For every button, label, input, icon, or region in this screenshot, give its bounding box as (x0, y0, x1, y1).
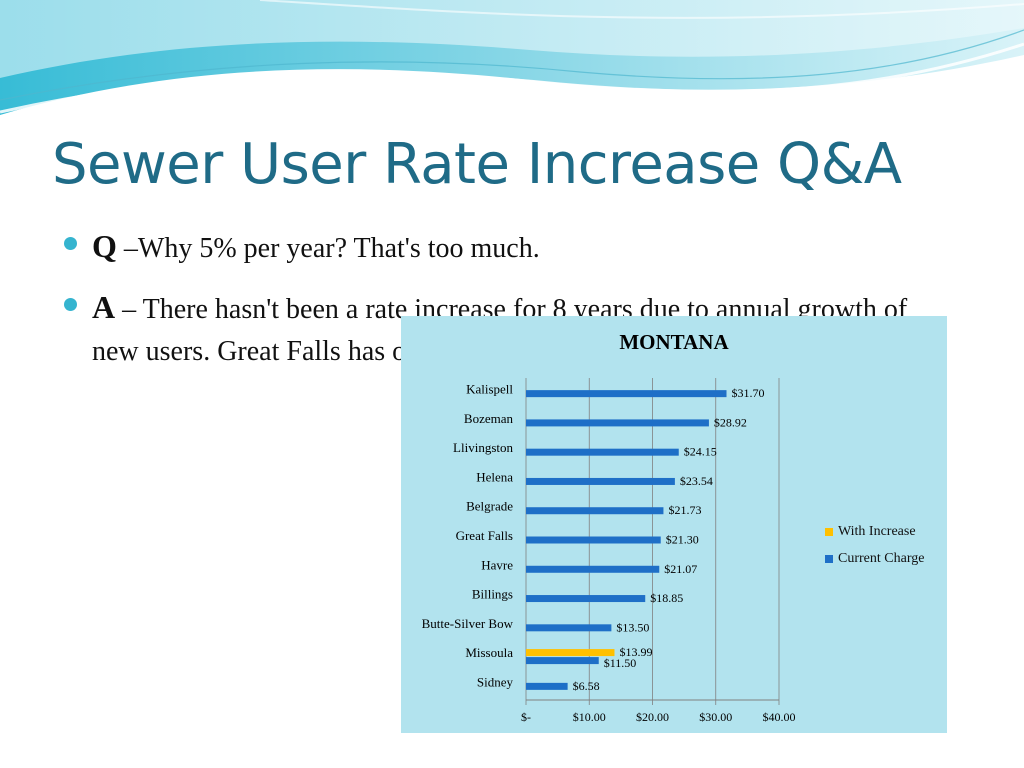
legend-label-current-charge: Current Charge (838, 551, 925, 566)
bar-current-charge-helena (526, 477, 675, 485)
data-label-current-charge-great-falls: $21.30 (666, 533, 699, 547)
x-tick-label: $40.00 (763, 710, 796, 724)
x-tick-label: $10.00 (573, 710, 606, 724)
category-label-llivingston: Llivingston (453, 440, 513, 455)
category-label-helena: Helena (476, 469, 513, 484)
legend-label-with-increase: With Increase (838, 524, 916, 539)
bar-current-charge-missoula (526, 657, 599, 665)
category-label-great-falls: Great Falls (456, 528, 513, 543)
bar-with-increase-missoula (526, 649, 615, 657)
category-label-sidney: Sidney (477, 674, 514, 689)
question-text: –Why 5% per year? That's too much. (116, 233, 540, 264)
x-tick-label: $20.00 (636, 710, 669, 724)
category-label-belgrade: Belgrade (466, 499, 513, 514)
category-label-bozeman: Bozeman (464, 411, 514, 426)
x-tick-label: $- (521, 710, 531, 724)
bar-current-charge-bozeman (526, 419, 709, 427)
data-label-current-charge-havre: $21.07 (664, 562, 697, 576)
bar-current-charge-belgrade (526, 507, 664, 515)
data-label-current-charge-billings: $18.85 (650, 591, 683, 605)
montana-rate-chart: MONTANA $- $10.00 $20.00 $30.00 $40.00 Kalisp… (401, 316, 947, 733)
data-label-current-charge-missoula: $11.50 (604, 656, 637, 670)
bullet-dot-icon (64, 298, 77, 311)
data-label-current-charge-belgrade: $21.73 (668, 503, 701, 517)
legend-swatch-current-charge (825, 555, 833, 563)
legend-swatch-with-increase (825, 528, 833, 536)
category-label-missoula: Missoula (465, 645, 513, 660)
bar-current-charge-sidney (526, 682, 568, 690)
bar-current-charge-great-falls (526, 536, 661, 544)
chart-legend: With Increase Current Charge (825, 524, 924, 578)
data-label-current-charge-butte-silver-bow: $13.50 (616, 620, 649, 634)
bar-current-charge-kalispell (526, 390, 727, 398)
header-wave-decoration (0, 0, 1024, 115)
legend-item-with-increase: With Increase (825, 524, 924, 540)
data-label-current-charge-bozeman: $28.92 (714, 415, 747, 429)
bar-current-charge-llivingston (526, 448, 679, 456)
slide-title: Sewer User Rate Increase Q&A (52, 132, 902, 197)
bullet-dot-icon (64, 237, 77, 250)
data-label-current-charge-helena: $23.54 (680, 474, 713, 488)
bar-current-charge-billings (526, 595, 646, 603)
bar-current-charge-havre (526, 565, 660, 573)
data-label-current-charge-llivingston: $24.15 (684, 445, 717, 459)
legend-item-current-charge: Current Charge (825, 551, 924, 567)
category-label-butte-silver-bow: Butte-Silver Bow (422, 616, 514, 631)
data-label-current-charge-sidney: $6.58 (573, 679, 600, 693)
bar-chart-plot: $- $10.00 $20.00 $30.00 $40.00 Kalispell $31.7… (422, 378, 796, 724)
category-label-havre: Havre (481, 557, 513, 572)
bar-current-charge-butte-silver-bow (526, 624, 612, 632)
data-label-with-increase-missoula: $13.99 (619, 645, 652, 659)
x-tick-label: $30.00 (699, 710, 732, 724)
category-label-kalispell: Kalispell (466, 382, 513, 397)
data-label-current-charge-kalispell: $31.70 (732, 386, 765, 400)
chart-title: MONTANA (619, 330, 729, 354)
category-label-billings: Billings (472, 587, 513, 602)
question-label: Q (92, 228, 117, 264)
answer-label: A (92, 289, 116, 325)
question-bullet: Q –Why 5% per year? That's too much. (62, 225, 942, 270)
